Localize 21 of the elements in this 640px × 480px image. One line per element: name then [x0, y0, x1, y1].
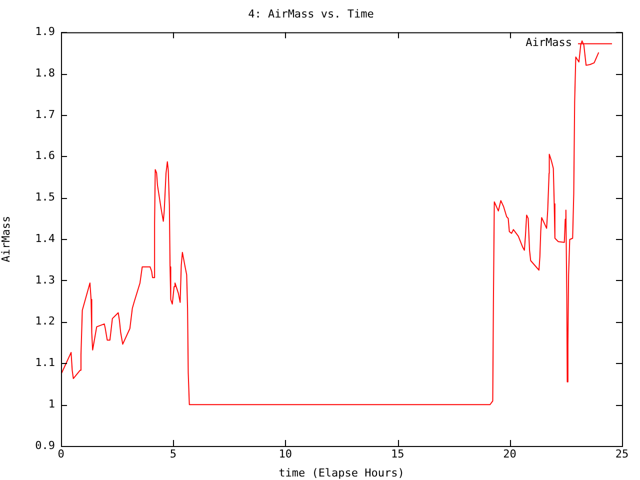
x-tick-label: 15 — [390, 447, 404, 460]
y-tick-label: 1.8 — [35, 66, 55, 80]
y-tick-label: 1.7 — [35, 108, 55, 121]
x-tick-label: 5 — [170, 447, 177, 460]
series-label: AirMass — [526, 36, 572, 50]
y-tick-label: 1.6 — [35, 149, 55, 162]
x-axis-title: time (Elapse Hours) — [278, 466, 404, 480]
y-axis-title: AirMass — [0, 216, 12, 262]
y-tick-label: 1.2 — [35, 314, 55, 328]
x-tick-label: 0 — [58, 447, 64, 460]
y-tick-label: 1.4 — [35, 232, 56, 245]
y-tick-label: 1.1 — [35, 356, 55, 370]
x-tick-label: 10 — [278, 447, 292, 460]
y-tick-label: 1.9 — [35, 25, 55, 38]
y-tick-label: 0.9 — [35, 438, 55, 452]
y-tick-label: 1 — [48, 397, 55, 410]
x-tick-label: 25 — [615, 447, 629, 460]
y-tick-label: 1.5 — [35, 190, 55, 204]
x-tick-label: 20 — [503, 447, 516, 460]
chart-title: 4: AirMass vs. Time — [248, 7, 374, 20]
y-tick-label: 1.3 — [35, 273, 55, 286]
